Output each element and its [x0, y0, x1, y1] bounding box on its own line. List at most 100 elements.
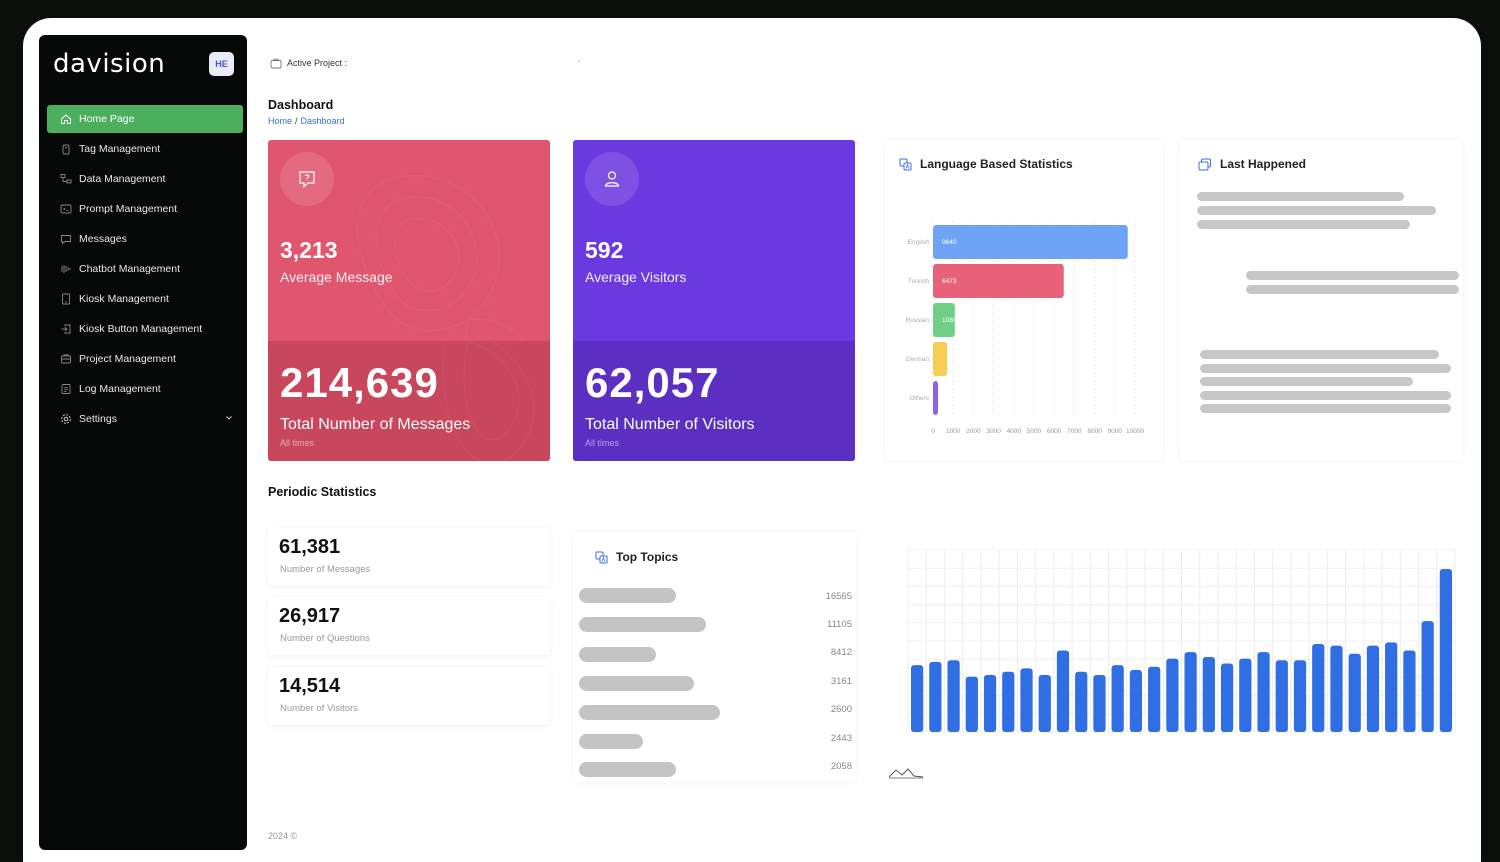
sidebar-item-settings[interactable]: Settings — [47, 405, 243, 433]
language-bar — [933, 381, 938, 415]
sidebar-item-label: Settings — [79, 413, 117, 425]
language-bar — [933, 303, 955, 337]
message-icon — [280, 152, 334, 206]
y-tick-label: Turkish — [908, 278, 929, 285]
topic-count: 16565 — [825, 591, 852, 602]
x-tick-label: 5000 — [1027, 428, 1042, 435]
translate-icon — [899, 158, 912, 171]
total-messages-value: 214,639 — [280, 359, 439, 406]
skeleton-line — [1246, 271, 1459, 280]
breadcrumb-current[interactable]: Dashboard — [300, 116, 345, 126]
chevron-down-icon[interactable]: › — [578, 59, 580, 65]
period-bar — [1257, 652, 1270, 732]
periodic-visitors-card: 14,514 Number of Visitors — [268, 667, 550, 725]
periodic-messages-label: Number of Messages — [280, 564, 371, 575]
language-bar — [933, 342, 948, 376]
topic-bar[interactable] — [579, 647, 656, 662]
period-bar — [1220, 663, 1234, 732]
topic-count: 8412 — [830, 647, 852, 658]
period-bar — [1184, 652, 1197, 732]
topic-bar[interactable] — [579, 762, 676, 777]
periodic-visitors-label: Number of Visitors — [280, 703, 358, 714]
sidebar-item-messages[interactable]: Messages — [47, 225, 243, 253]
top-topics-title: Top Topics — [616, 550, 679, 564]
period-bar — [1202, 657, 1215, 732]
sidebar-item-project-management[interactable]: Project Management — [47, 345, 243, 373]
x-tick-label: 2000 — [966, 428, 981, 435]
topic-bar[interactable] — [579, 676, 694, 691]
period-bar — [1385, 642, 1398, 732]
tag-icon — [59, 143, 72, 156]
period-bar — [1002, 671, 1015, 732]
chevron-down-icon[interactable] — [225, 413, 233, 425]
skeleton-line — [1197, 206, 1436, 215]
x-tick-label: 1000 — [946, 428, 961, 435]
sidebar-item-tag-management[interactable]: Tag Management — [47, 135, 243, 163]
period-bar — [1020, 668, 1033, 732]
topic-count: 11105 — [826, 619, 852, 630]
breadcrumb-home[interactable]: Home — [268, 116, 293, 126]
sidebar-item-label: Project Management — [79, 353, 176, 365]
kiosk-button-icon — [59, 323, 72, 336]
x-tick-label: 7000 — [1067, 428, 1082, 435]
language-stats-title: Language Based Statistics — [920, 157, 1073, 171]
language-bar-chart: 0 1000 2000 3000 4000 5000 6000 7000 8000 9000 100… — [906, 220, 1144, 435]
language-stats-panel: Language Based Statistics 0 1000 2000 3000 4… — [885, 140, 1163, 461]
home-icon — [59, 113, 72, 126]
x-tick-label: 4000 — [1007, 428, 1022, 435]
topic-count: 2058 — [830, 761, 852, 772]
x-tick-label: 8000 — [1087, 428, 1102, 435]
sidebar-item-prompt-management[interactable]: Prompt Management — [47, 195, 243, 223]
sidebar-item-label: Tag Management — [79, 143, 161, 155]
x-tick-label: 6000 — [1047, 428, 1062, 435]
skeleton-line — [1200, 350, 1439, 359]
topic-bar[interactable] — [579, 588, 676, 603]
last-happened-title: Last Happened — [1220, 157, 1307, 171]
total-messages-label: Total Number of Messages — [280, 416, 471, 433]
period-bar — [1129, 670, 1143, 732]
periodic-visitors-value: 14,514 — [279, 675, 341, 697]
page-title: Dashboard — [268, 98, 334, 112]
prompt-icon — [59, 203, 72, 216]
app-logo[interactable]: davision — [53, 49, 166, 79]
footer-copyright: 2024 © — [268, 831, 298, 841]
topic-bar[interactable] — [579, 734, 643, 749]
sidebar-item-label: Chatbot Management — [79, 263, 180, 275]
topic-bar[interactable] — [579, 705, 720, 720]
sidebar-item-chatbot-management[interactable]: Chatbot Management — [47, 255, 243, 283]
periodic-messages-card: 61,381 Number of Messages — [268, 528, 550, 586]
sidebar-item-kiosk-management[interactable]: Kiosk Management — [47, 285, 243, 313]
sidebar-item-label: Messages — [79, 233, 127, 245]
topic-bar[interactable] — [579, 617, 706, 632]
copy-icon — [1198, 158, 1212, 171]
period-bar — [947, 660, 960, 732]
messages-total-section: 214,639 Total Number of Messages All tim… — [268, 341, 550, 461]
skeleton-line — [1197, 192, 1404, 201]
period-bar — [1366, 645, 1380, 732]
sidebar-item-data-management[interactable]: Data Management — [47, 165, 243, 193]
x-tick-label: 10000 — [1126, 428, 1144, 435]
topic-count: 2443 — [830, 733, 852, 744]
average-message-label: Average Message — [280, 269, 393, 285]
sidebar-item-kiosk-button-management[interactable]: Kiosk Button Management — [47, 315, 243, 343]
sidebar: davision HE Home Page Tag Management Dat… — [39, 35, 247, 850]
periodic-messages-value: 61,381 — [279, 536, 341, 558]
active-project-label: Active Project : — [287, 58, 348, 68]
periodic-stats-title: Periodic Statistics — [268, 485, 377, 499]
periodic-bar-chart — [907, 549, 1456, 733]
period-bar — [965, 676, 978, 732]
sparkline-icon[interactable] — [888, 765, 924, 779]
data-icon — [59, 173, 72, 186]
sidebar-item-home[interactable]: Home Page — [47, 105, 243, 133]
skeleton-line — [1197, 220, 1410, 229]
topic-count: 2600 — [830, 704, 852, 715]
sidebar-item-log-management[interactable]: Log Management — [47, 375, 243, 403]
y-tick-label: Others — [909, 395, 929, 402]
active-project-selector[interactable]: Active Project : › — [270, 55, 580, 71]
sidebar-item-label: Data Management — [79, 173, 166, 185]
periodic-questions-card: 26,917 Number of Questions — [268, 597, 550, 655]
period-bar — [1148, 666, 1161, 732]
user-avatar[interactable]: HE — [209, 52, 234, 76]
sidebar-item-label: Prompt Management — [79, 203, 178, 215]
last-happened-header: Last Happened — [1198, 157, 1306, 171]
